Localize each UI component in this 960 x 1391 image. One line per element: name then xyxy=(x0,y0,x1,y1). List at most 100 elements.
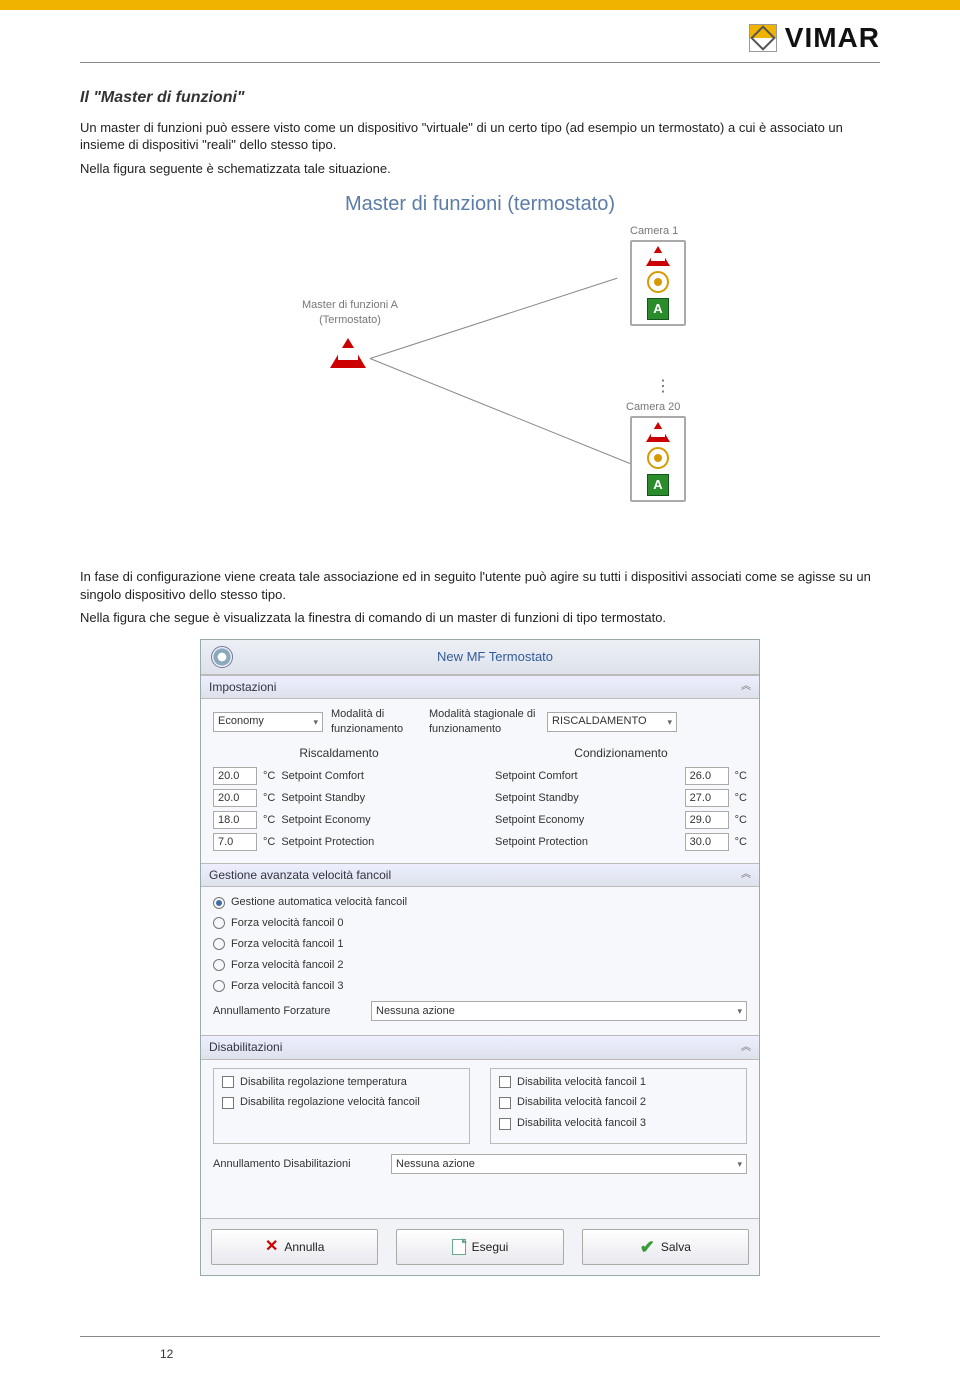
setpoint-input[interactable]: 20.0 xyxy=(213,767,257,785)
paragraph-3: In fase di configurazione viene creata t… xyxy=(80,568,880,603)
fancoil-radio-label: Forza velocità fancoil 2 xyxy=(231,958,344,973)
setpoint-input[interactable]: 27.0 xyxy=(685,789,729,807)
camera1-label: Camera 1 xyxy=(630,224,678,239)
master-label-line2: (Termostato) xyxy=(319,314,381,326)
chevron-up-icon: ︽ xyxy=(741,868,751,882)
thermostat-dialog: New MF Termostato Impostazioni ︽ Economy… xyxy=(200,639,760,1276)
chevron-up-icon: ︽ xyxy=(741,680,751,694)
disab-checkbox[interactable] xyxy=(499,1076,511,1088)
mode-label: Modalità di funzionamento xyxy=(331,707,421,737)
fancoil-radio[interactable] xyxy=(213,938,225,950)
connector-line-2 xyxy=(370,358,639,468)
unit-label: °C xyxy=(263,813,275,828)
caret-down-icon: ▾ xyxy=(737,1005,742,1017)
logo-mark-icon xyxy=(749,24,777,52)
fancoil-radio[interactable] xyxy=(213,897,225,909)
caret-down-icon: ▾ xyxy=(667,716,672,728)
annull-disab-select[interactable]: Nessuna azione▾ xyxy=(391,1154,747,1174)
close-icon: ✕ xyxy=(265,1236,278,1258)
unit-label: °C xyxy=(735,769,747,784)
vimar-logo: VIMAR xyxy=(749,22,880,54)
unit-label: °C xyxy=(263,769,275,784)
paragraph-2: Nella figura seguente è schematizzata ta… xyxy=(80,160,880,178)
save-button[interactable]: ✔ Salva xyxy=(582,1229,749,1265)
camera20-label: Camera 20 xyxy=(626,400,680,415)
setpoint-input[interactable]: 30.0 xyxy=(685,833,729,851)
cooling-column: Condizionamento Setpoint Comfort26.0°CSe… xyxy=(495,743,747,855)
fancoil-radio[interactable] xyxy=(213,980,225,992)
chevron-up-icon: ︽ xyxy=(741,1041,751,1055)
fancoil-radio-label: Forza velocità fancoil 1 xyxy=(231,937,344,952)
diagram: Master di funzioni A (Termostato) Camera… xyxy=(160,228,800,558)
setpoint-label: Setpoint Economy xyxy=(281,813,370,828)
setpoint-input[interactable]: 7.0 xyxy=(213,833,257,851)
section-fancoil-body: Gestione automatica velocità fancoil Forz… xyxy=(201,887,759,1035)
fancoil-radio-label: Forza velocità fancoil 0 xyxy=(231,916,344,931)
page-number: 12 xyxy=(80,1336,880,1391)
paragraph-1: Un master di funzioni può essere visto c… xyxy=(80,119,880,154)
unit-label: °C xyxy=(735,791,747,806)
master-label: Master di funzioni A (Termostato) xyxy=(290,298,410,328)
setpoint-input[interactable]: 20.0 xyxy=(213,789,257,807)
save-button-label: Salva xyxy=(661,1239,691,1255)
disab-box-left: Disabilita regolazione temperatura Disabi… xyxy=(213,1068,470,1145)
setpoint-label: Setpoint Protection xyxy=(495,835,679,850)
mode-select-value: Economy xyxy=(218,714,264,729)
season-select-value: RISCALDAMENTO xyxy=(552,714,647,729)
setpoint-input[interactable]: 18.0 xyxy=(213,811,257,829)
master-label-line1: Master di funzioni A xyxy=(302,299,398,311)
setpoint-label: Setpoint Comfort xyxy=(495,769,679,784)
heating-header: Riscaldamento xyxy=(213,745,465,761)
mode-select[interactable]: Economy▾ xyxy=(213,712,323,732)
actuator-icon: A xyxy=(647,474,669,496)
setpoint-input[interactable]: 26.0 xyxy=(685,767,729,785)
fancoil-radio-label: Gestione automatica velocità fancoil xyxy=(231,895,407,910)
thermostat-icon xyxy=(646,422,670,442)
execute-button[interactable]: Esegui xyxy=(396,1229,563,1265)
dialog-titlebar: New MF Termostato xyxy=(201,640,759,675)
paragraph-4: Nella figura che segue è visualizzata la… xyxy=(80,609,880,627)
heating-column: Riscaldamento 20.0 °C Setpoint Comfort 20.0… xyxy=(213,743,465,855)
thermometer-icon xyxy=(211,646,233,668)
disab-checkbox-label: Disabilita regolazione temperatura xyxy=(240,1075,407,1090)
annull-forzature-value: Nessuna azione xyxy=(376,1004,455,1019)
section-disabilitazioni-header[interactable]: Disabilitazioni ︽ xyxy=(201,1035,759,1059)
check-icon: ✔ xyxy=(640,1235,655,1259)
unit-label: °C xyxy=(735,835,747,850)
sun-icon xyxy=(647,271,669,293)
execute-button-label: Esegui xyxy=(472,1239,509,1255)
vertical-dots: ⋮ xyxy=(655,376,671,398)
section-impostazioni-header[interactable]: Impostazioni ︽ xyxy=(201,675,759,699)
setpoint-label: Setpoint Standby xyxy=(281,791,365,806)
section-heading: Il "Master di funzioni" xyxy=(80,87,880,109)
section-disabilitazioni-label: Disabilitazioni xyxy=(209,1039,282,1055)
thermostat-icon xyxy=(646,246,670,266)
disab-box-right: Disabilita velocità fancoil 1Disabilita … xyxy=(490,1068,747,1145)
dialog-title: New MF Termostato xyxy=(241,648,749,666)
cancel-button[interactable]: ✕ Annulla xyxy=(211,1229,378,1265)
setpoint-input[interactable]: 29.0 xyxy=(685,811,729,829)
section-disabilitazioni-body: Disabilita regolazione temperatura Disabi… xyxy=(201,1060,759,1189)
section-fancoil-header[interactable]: Gestione avanzata velocità fancoil ︽ xyxy=(201,863,759,887)
caret-down-icon: ▾ xyxy=(737,1158,742,1170)
top-accent-bar xyxy=(0,0,960,10)
camera20-box: A xyxy=(630,416,686,502)
disab-checkbox-label: Disabilita velocità fancoil 1 xyxy=(517,1075,646,1090)
season-select[interactable]: RISCALDAMENTO ▾ xyxy=(547,712,677,732)
setpoint-label: Setpoint Comfort xyxy=(281,769,364,784)
unit-label: °C xyxy=(735,813,747,828)
disab-checkbox[interactable] xyxy=(222,1076,234,1088)
cancel-button-label: Annulla xyxy=(284,1239,324,1255)
dialog-button-bar: ✕ Annulla Esegui ✔ Salva xyxy=(201,1218,759,1275)
fancoil-radio[interactable] xyxy=(213,917,225,929)
disab-checkbox-label: Disabilita regolazione velocità fancoil xyxy=(240,1095,420,1110)
fancoil-radio[interactable] xyxy=(213,959,225,971)
disab-checkbox[interactable] xyxy=(499,1097,511,1109)
thermostat-icon xyxy=(330,338,366,368)
disab-checkbox[interactable] xyxy=(499,1118,511,1130)
brand-text: VIMAR xyxy=(785,22,880,54)
annull-forzature-select[interactable]: Nessuna azione ▾ xyxy=(371,1001,747,1021)
annull-disab-label: Annullamento Disabilitazioni xyxy=(213,1157,383,1172)
disab-checkbox[interactable] xyxy=(222,1097,234,1109)
section-fancoil-label: Gestione avanzata velocità fancoil xyxy=(209,867,391,883)
